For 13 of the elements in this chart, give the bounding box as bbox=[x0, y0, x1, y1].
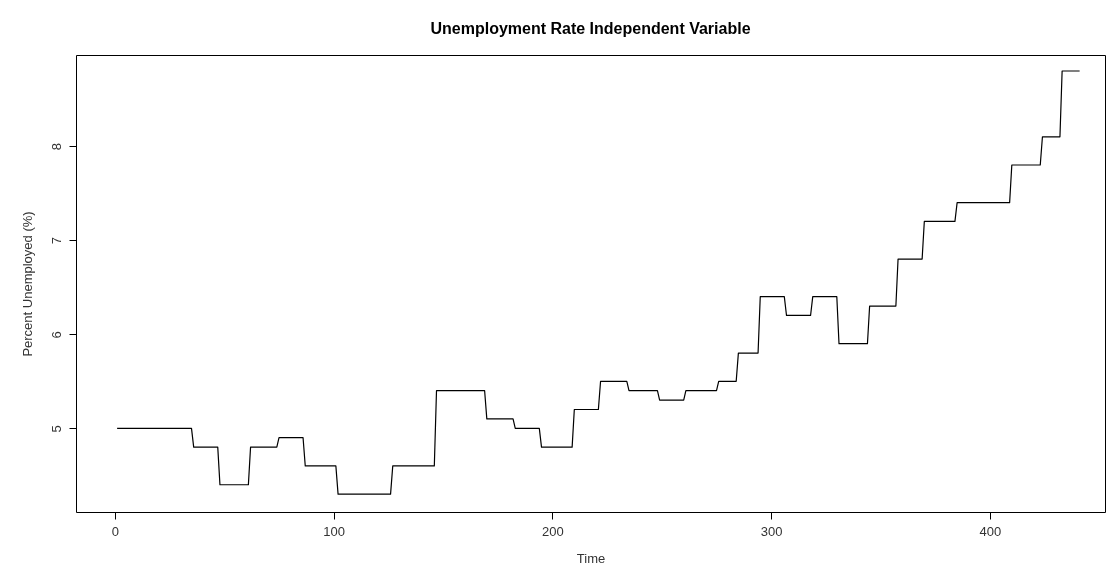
y-tick-label: 5 bbox=[48, 425, 64, 433]
y-tick-label: 6 bbox=[48, 331, 64, 339]
y-tick-label: 8 bbox=[48, 143, 64, 151]
x-tick-label: 0 bbox=[111, 523, 120, 539]
x-axis-title: Time bbox=[576, 550, 606, 566]
y-tick-label: 7 bbox=[48, 237, 64, 245]
x-tick-label: 400 bbox=[979, 523, 1002, 539]
line-series bbox=[116, 70, 1081, 495]
chart-title: Unemployment Rate Independent Variable bbox=[430, 20, 751, 37]
x-tick-label: 100 bbox=[323, 523, 346, 539]
x-tick-label: 200 bbox=[542, 523, 564, 539]
y-axis-title: Percent Unemployed (%) bbox=[19, 211, 35, 357]
x-tick-label: 300 bbox=[760, 523, 783, 539]
